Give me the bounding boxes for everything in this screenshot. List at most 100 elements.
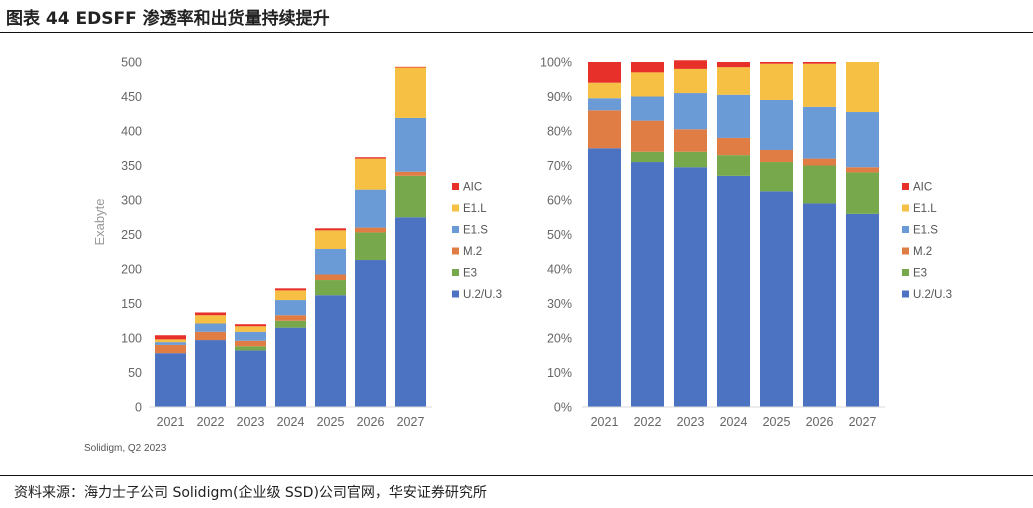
legend-swatch	[902, 247, 909, 255]
chart-credit: Solidigm, Q2 2023	[84, 443, 167, 454]
bar-segment-e1l	[803, 63, 836, 107]
y-tick-label: 10%	[547, 366, 572, 380]
legend-label: U.2/U.3	[463, 289, 502, 301]
x-tick-label: 2026	[357, 415, 385, 429]
legend-swatch	[452, 183, 459, 190]
legend-swatch	[452, 226, 459, 233]
legend-swatch	[452, 247, 459, 255]
y-tick-label: 40%	[547, 263, 572, 277]
y-tick-label: 50	[128, 366, 142, 380]
bar-segment-m2	[674, 129, 707, 152]
bar-segment-aic	[195, 312, 226, 316]
bar-segment-aic	[235, 324, 266, 327]
bar-segment-e1l	[395, 67, 426, 118]
bar-segment-e1s	[717, 94, 750, 138]
bar-segment-u2u3	[395, 217, 426, 407]
bar-segment-e3	[760, 162, 793, 192]
y-tick-label: 100%	[540, 56, 572, 70]
legend-label: M.2	[913, 246, 932, 258]
bar-segment-u2u3	[155, 353, 186, 407]
legend-swatch	[452, 269, 459, 276]
bar-segment-m2	[275, 315, 306, 321]
legend-label: E1.S	[913, 225, 938, 237]
legend-label: M.2	[463, 246, 482, 258]
bar-segment-m2	[588, 110, 621, 149]
bar-segment-u2u3	[631, 162, 664, 407]
y-tick-label: 200	[121, 263, 142, 277]
bar-segment-e3	[674, 151, 707, 168]
bar-segment-u2u3	[195, 340, 226, 407]
bar-segment-aic	[717, 62, 750, 68]
source-rule	[0, 475, 1033, 476]
x-tick-label: 2021	[591, 415, 619, 429]
bar-segment-aic	[275, 288, 306, 291]
bar-segment-e3	[355, 232, 386, 261]
bar-segment-aic	[315, 228, 346, 231]
bar-segment-m2	[803, 158, 836, 166]
legend-swatch	[902, 290, 909, 298]
x-tick-label: 2021	[157, 415, 185, 429]
bar-segment-e3	[235, 346, 266, 351]
y-tick-label: 400	[121, 125, 142, 139]
legend-swatch	[452, 204, 459, 212]
legend-swatch	[902, 269, 909, 276]
legend-label: AIC	[913, 182, 932, 194]
x-tick-label: 2027	[397, 415, 425, 429]
y-tick-label: 150	[121, 297, 142, 311]
bar-segment-e3	[275, 320, 306, 328]
bar-segment-m2	[235, 340, 266, 347]
y-tick-label: 60%	[547, 194, 572, 208]
bar-segment-e1s	[275, 300, 306, 316]
bar-segment-e1l	[631, 72, 664, 97]
bar-segment-e1l	[275, 290, 306, 301]
bar-segment-e1s	[195, 323, 226, 332]
bar-segment-aic	[674, 60, 707, 69]
bar-segment-e1l	[355, 158, 386, 190]
bar-segment-u2u3	[846, 213, 879, 407]
bar-segment-u2u3	[760, 191, 793, 407]
x-tick-label: 2024	[720, 415, 748, 429]
bar-segment-e1l	[235, 326, 266, 332]
bar-segment-m2	[155, 344, 186, 354]
x-tick-label: 2023	[237, 415, 265, 429]
bar-segment-e3	[395, 175, 426, 218]
legend-swatch	[902, 183, 909, 190]
bar-segment-e1s	[355, 189, 386, 228]
y-tick-label: 20%	[547, 332, 572, 346]
y-tick-label: 300	[121, 194, 142, 208]
bar-segment-e1l	[588, 82, 621, 99]
bar-segment-u2u3	[235, 350, 266, 407]
bar-segment-u2u3	[315, 295, 346, 407]
right-chart-percent: 0% 10% 20% 30% 40% 50% 60% 70% 80% 90% 100% 2021 202…	[540, 56, 952, 430]
x-tick-label: 2025	[763, 415, 791, 429]
x-tick-label: 2022	[634, 415, 662, 429]
bar-segment-u2u3	[803, 203, 836, 407]
bar-segment-m2	[315, 274, 346, 281]
bar-segment-e1s	[235, 331, 266, 341]
bar-segment-e3	[846, 172, 879, 214]
bar-segment-m2	[355, 227, 386, 233]
bar-segment-u2u3	[588, 148, 621, 407]
legend-swatch	[452, 290, 459, 298]
bar-segment-e1s	[155, 342, 186, 345]
bar-segment-e3	[315, 280, 346, 296]
legend-label: E1.S	[463, 225, 488, 237]
legend-label: E3	[463, 268, 477, 280]
y-tick-label: 0%	[554, 401, 572, 415]
bar-segment-e1s	[846, 112, 879, 168]
bar-segment-e1s	[674, 93, 707, 130]
bar-segment-u2u3	[717, 175, 750, 407]
bar-segment-aic	[155, 335, 186, 340]
bar-segment-m2	[631, 120, 664, 152]
legend-swatch	[902, 204, 909, 212]
bar-segment-e1l	[315, 230, 346, 249]
bar-segment-e1l	[846, 62, 879, 113]
bar-segment-m2	[195, 331, 226, 341]
bar-segment-e1s	[760, 99, 793, 150]
x-tick-label: 2025	[317, 415, 345, 429]
x-tick-label: 2024	[277, 415, 305, 429]
bar-segment-e1l	[195, 315, 226, 324]
y-tick-label: 0	[135, 401, 142, 415]
bar-segment-e1s	[803, 106, 836, 159]
